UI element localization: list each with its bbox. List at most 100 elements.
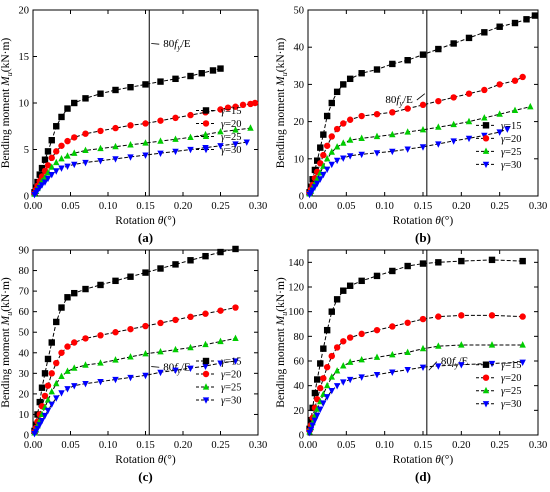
data-point [340, 287, 347, 294]
data-point [71, 161, 78, 169]
legend-label: γ=25 [221, 383, 242, 394]
y-axis-label-group: Bending moment Mu(kN·m) [275, 38, 289, 169]
data-point [323, 394, 331, 401]
data-point [465, 90, 473, 97]
x-tick-label: 0.05 [337, 201, 355, 212]
data-point [419, 125, 427, 133]
data-point [232, 304, 239, 311]
y-tick-label: 0 [24, 431, 29, 442]
data-point [419, 101, 427, 109]
data-point [64, 163, 71, 171]
data-point [358, 112, 365, 120]
legend-marker [482, 361, 490, 368]
x-tick-label: 0.00 [299, 440, 317, 451]
data-point [41, 179, 49, 186]
data-point [217, 360, 224, 367]
data-point [232, 334, 239, 341]
data-point [198, 70, 205, 77]
data-point [53, 148, 60, 155]
legend-marker [202, 397, 210, 404]
data-point [71, 289, 78, 297]
data-point [458, 257, 465, 265]
data-point [64, 386, 71, 393]
legend: γ=15 γ=20 γ=25 γ=30 [476, 360, 522, 410]
data-point [217, 65, 224, 72]
y-tick-label: 20 [19, 6, 30, 17]
y-tick-label: 20 [19, 389, 30, 400]
data-point [44, 162, 52, 169]
data-point [142, 269, 149, 276]
data-point [323, 326, 331, 334]
x-tick-label: 0.10 [99, 440, 117, 451]
data-point [127, 273, 134, 280]
data-point [172, 114, 179, 122]
y-axis-label: Bending moment Mu(kN·m) [0, 38, 14, 169]
data-point [435, 259, 442, 266]
data-point [41, 156, 49, 163]
data-point [435, 45, 442, 53]
legend-label: γ=20 [221, 370, 242, 381]
x-axis-label: Rotation θ(°) [115, 454, 176, 466]
data-point [48, 370, 55, 377]
legend-marker [482, 147, 490, 154]
data-point [58, 304, 65, 311]
series-line [34, 248, 236, 432]
data-point [82, 361, 89, 368]
data-point [53, 318, 60, 326]
data-point [142, 81, 149, 88]
data-point [172, 135, 179, 142]
data-point [71, 134, 78, 141]
data-point [311, 389, 319, 397]
series-4 [306, 126, 511, 199]
data-point [64, 294, 71, 301]
data-point [314, 157, 321, 164]
data-point [511, 19, 519, 27]
legend-marker [482, 161, 490, 169]
data-point [435, 123, 442, 130]
data-point [38, 384, 46, 391]
x-tick-label: 0.20 [452, 440, 470, 451]
y-tick-label: 10 [294, 154, 305, 165]
data-point [41, 370, 49, 377]
series-4 [306, 359, 526, 437]
data-point [496, 23, 503, 30]
x-tick-label: 0.00 [299, 201, 317, 212]
data-point [142, 372, 149, 380]
data-point [232, 141, 239, 148]
data-point [71, 339, 78, 346]
data-point [112, 356, 119, 363]
data-point [48, 339, 55, 346]
data-point [404, 105, 411, 112]
data-point [142, 120, 149, 127]
data-point [243, 139, 250, 146]
data-point [450, 94, 457, 101]
data-point [458, 362, 465, 369]
x-tick-label: 0.30 [529, 201, 547, 212]
y-tick-label: 20 [294, 406, 305, 417]
legend-marker [202, 120, 210, 127]
data-point [389, 351, 396, 358]
data-point [64, 367, 71, 374]
series-line [309, 314, 523, 431]
y-tick-label: 40 [294, 381, 305, 392]
y-tick-label: 70 [19, 287, 30, 298]
data-point [333, 344, 341, 351]
data-point [58, 390, 65, 397]
data-point [496, 81, 503, 88]
data-point [519, 257, 526, 265]
legend-label: γ=30 [221, 396, 242, 407]
data-point [358, 355, 365, 363]
data-point [172, 345, 179, 353]
data-point [187, 146, 194, 154]
data-point [481, 29, 488, 36]
data-point [217, 307, 224, 314]
data-point [488, 341, 496, 348]
data-point [340, 338, 347, 345]
y-tick-label: 140 [288, 258, 304, 269]
series-3 [306, 102, 534, 197]
x-tick-label: 0.05 [61, 201, 79, 212]
data-point [419, 144, 427, 151]
data-point [496, 129, 503, 136]
data-point [404, 262, 411, 270]
data-point [127, 141, 134, 148]
